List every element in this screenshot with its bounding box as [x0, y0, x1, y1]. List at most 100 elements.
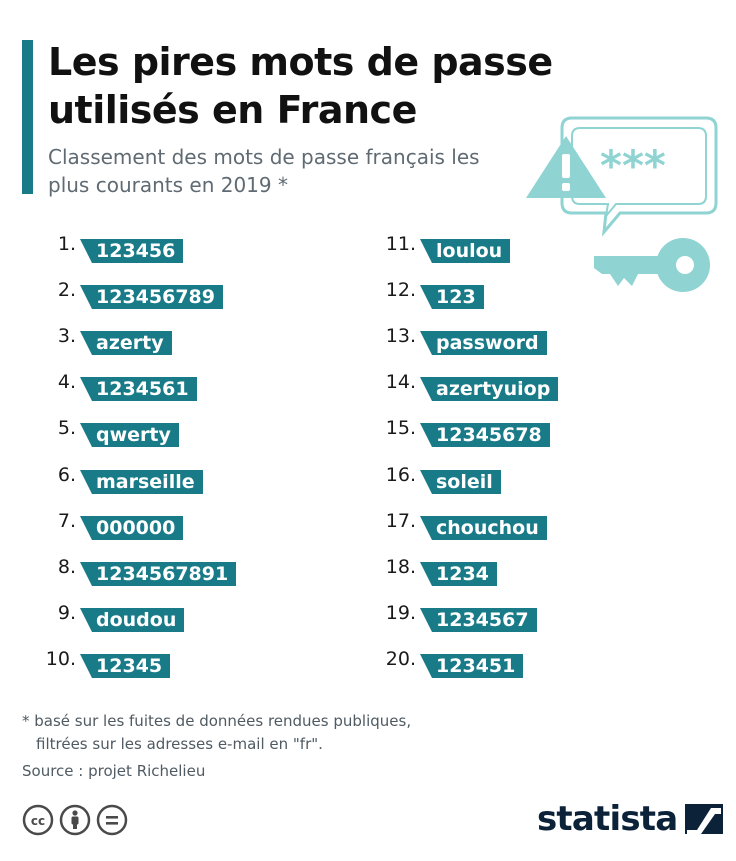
password-value: azertyuiop [432, 377, 559, 401]
warning-triangle-icon [526, 136, 606, 198]
title-accent-bar [22, 40, 33, 194]
password-value: 1234 [432, 562, 497, 586]
tag-flag-shape [80, 608, 92, 632]
attribution-icon [59, 804, 91, 836]
password-rank: 20. [385, 648, 416, 670]
password-value: 000000 [92, 516, 184, 540]
tag-flag-shape [420, 654, 432, 678]
tag-flag-shape [420, 331, 432, 355]
password-value: marseille [92, 470, 203, 494]
password-rank: 15. [385, 417, 416, 439]
password-rank: 19. [385, 602, 416, 624]
password-tag: azertyuiop [420, 371, 559, 401]
password-tag: soleil [420, 464, 501, 494]
password-tag: azerty [80, 325, 172, 355]
password-tag: loulou [420, 233, 511, 263]
password-tag: 1234567891 [80, 556, 237, 586]
password-tag: 123456789 [80, 279, 223, 309]
footnote-line-2: filtrées sur les adresses e-mail en "fr"… [36, 735, 323, 753]
password-value: doudou [92, 608, 185, 632]
password-rank: 11. [385, 233, 416, 255]
password-rank: 4. [57, 371, 76, 393]
cc-icon: cc [22, 804, 54, 836]
password-illustration: *** [520, 108, 725, 307]
password-value: chouchou [432, 516, 547, 540]
tag-flag-shape [420, 423, 432, 447]
source-credit: Source : projet Richelieu [22, 762, 206, 780]
password-value: 123451 [432, 654, 524, 678]
footnote: * basé sur les fuites de données rendues… [22, 710, 411, 756]
statista-brand: statista [537, 799, 724, 839]
tag-flag-shape [80, 562, 92, 586]
password-value: password [432, 331, 547, 355]
password-value: 123456789 [92, 285, 223, 309]
password-value: 1234567891 [92, 562, 237, 586]
password-tag: password [420, 325, 547, 355]
tag-flag-shape [80, 516, 92, 540]
tag-flag-shape [80, 654, 92, 678]
password-rank: 9. [57, 602, 76, 624]
password-rank: 17. [385, 510, 416, 532]
password-rank: 12. [385, 279, 416, 301]
tag-flag-shape [80, 285, 92, 309]
password-value: 12345678 [432, 423, 550, 447]
password-rank: 8. [57, 556, 76, 578]
license-badges: cc [22, 804, 128, 836]
tag-flag-shape [420, 516, 432, 540]
statista-logo-icon [685, 804, 724, 834]
password-tag: 123451 [420, 648, 524, 678]
tag-flag-shape [420, 377, 432, 401]
password-value: 123 [432, 285, 484, 309]
password-tag: doudou [80, 602, 185, 632]
password-value: qwerty [92, 423, 179, 447]
password-rank: 3. [57, 325, 76, 347]
password-tag: marseille [80, 464, 203, 494]
password-tag: 1234561 [80, 371, 197, 401]
brand-name: statista [537, 799, 678, 839]
password-rank: 14. [385, 371, 416, 393]
tag-flag-shape [80, 331, 92, 355]
tag-flag-shape [80, 470, 92, 494]
page-title: Les pires mots de passe utilisés en Fran… [48, 40, 553, 132]
password-tag: chouchou [420, 510, 547, 540]
password-value: loulou [432, 239, 511, 263]
password-tag: 12345 [80, 648, 171, 678]
password-tag: 123 [420, 279, 484, 309]
password-value: 12345 [92, 654, 171, 678]
password-rank: 13. [385, 325, 416, 347]
password-tag: 1234567 [420, 602, 537, 632]
password-value: 123456 [92, 239, 184, 263]
tag-flag-shape [80, 423, 92, 447]
footnote-line-1: * basé sur les fuites de données rendues… [22, 712, 412, 730]
password-rank: 10. [45, 648, 76, 670]
password-rank: 16. [385, 464, 416, 486]
no-derivatives-icon [96, 804, 128, 836]
password-tag: 1234 [420, 556, 497, 586]
password-tag: 000000 [80, 510, 184, 540]
key-icon [594, 238, 710, 292]
tag-flag-shape [80, 377, 92, 401]
tag-flag-shape [420, 608, 432, 632]
tag-flag-shape [420, 562, 432, 586]
password-rank: 1. [57, 233, 76, 255]
page-subtitle: Classement des mots de passe français le… [48, 145, 480, 197]
password-rank: 5. [57, 417, 76, 439]
tag-flag-shape [420, 239, 432, 263]
password-rank: 6. [57, 464, 76, 486]
password-rank: 18. [385, 556, 416, 578]
password-value: azerty [92, 331, 172, 355]
svg-text:cc: cc [31, 814, 45, 828]
tag-flag-shape [80, 239, 92, 263]
masked-password: *** [600, 141, 666, 190]
password-rank: 2. [57, 279, 76, 301]
password-tag: 123456 [80, 233, 184, 263]
password-value: 1234561 [92, 377, 197, 401]
speech-bubble-icon: *** [526, 116, 718, 292]
password-tag: qwerty [80, 417, 179, 447]
password-tag: 12345678 [420, 417, 550, 447]
password-rank: 7. [57, 510, 76, 532]
tag-flag-shape [420, 470, 432, 494]
password-value: 1234567 [432, 608, 537, 632]
password-value: soleil [432, 470, 501, 494]
tag-flag-shape [420, 285, 432, 309]
